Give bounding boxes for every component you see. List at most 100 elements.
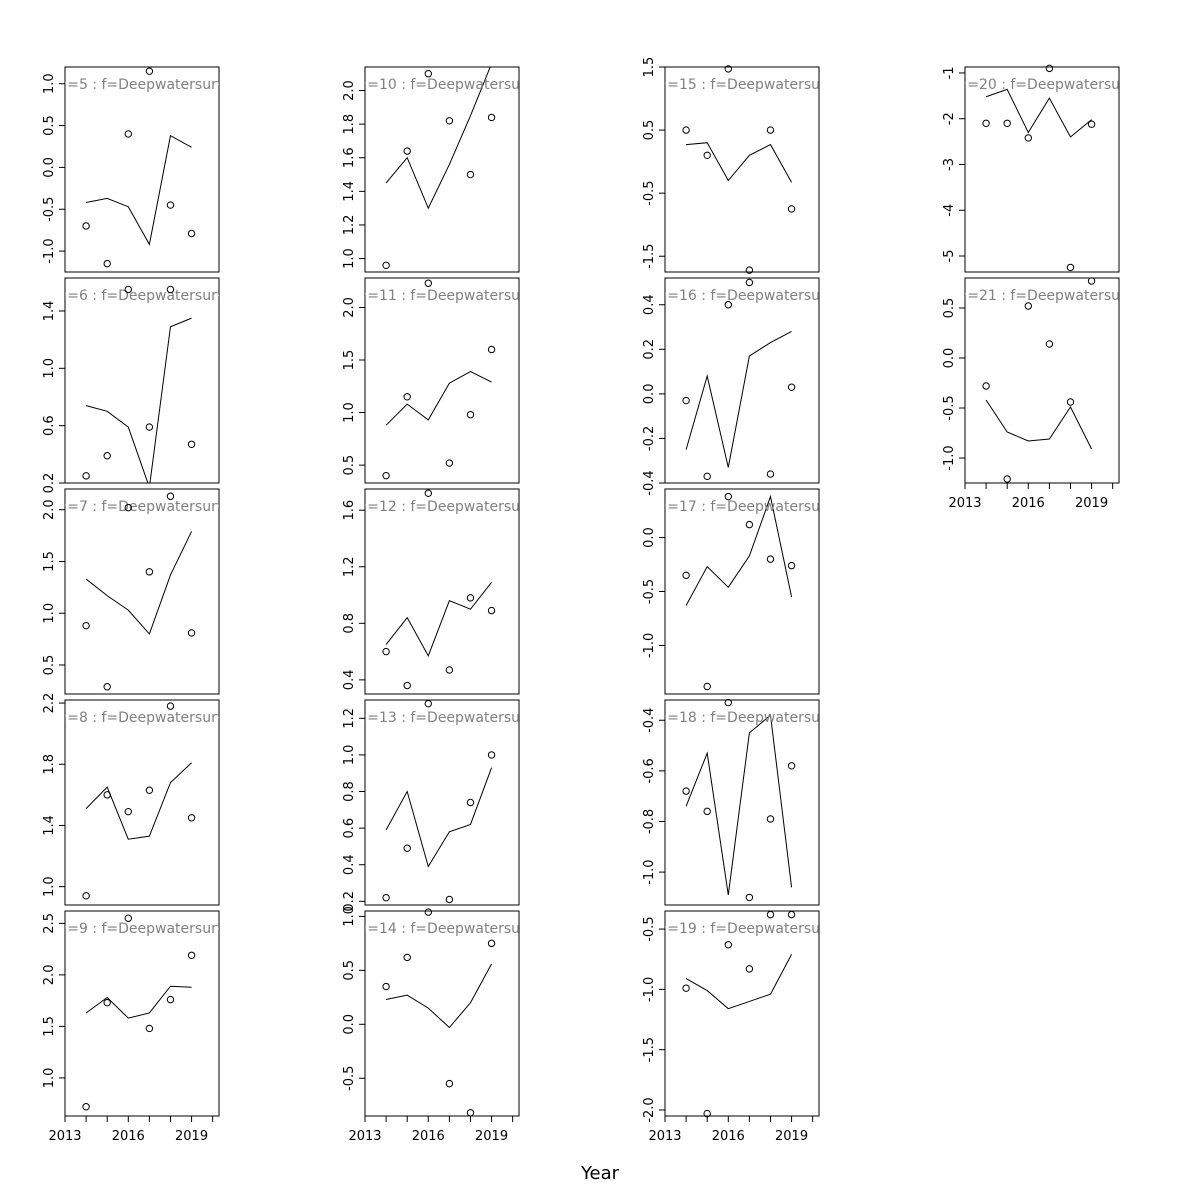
y-tick-label: 2.0 — [342, 297, 357, 318]
y-tick-label: 1.4 — [42, 301, 57, 322]
data-point — [82, 1103, 90, 1111]
data-point — [424, 70, 432, 78]
x-tick-label: 2019 — [1075, 496, 1108, 511]
y-tick-label: -1.0 — [642, 633, 657, 658]
data-point — [124, 503, 132, 512]
data-point — [145, 786, 154, 794]
y-tick-label: 1.0 — [342, 745, 357, 766]
y-tick-label: 0.0 — [342, 1014, 357, 1035]
y-tick-label: -1.0 — [42, 238, 57, 263]
data-point — [745, 278, 754, 287]
panel-data: Area=16 : f=Deepwatersurvey — [665, 288, 819, 468]
panel-13: -1.0 -0.5 0.0 Area=17 : f=Deepwatersurvey — [642, 488, 820, 695]
y-tick-label: 0.5 — [42, 655, 57, 676]
data-point — [682, 396, 690, 405]
data-point — [145, 568, 154, 576]
data-point — [745, 266, 754, 274]
panel-label: Area=10 : f=Deepwatersurvey — [335, 77, 551, 93]
y-tick-label: -0.5 — [942, 395, 957, 420]
y-tick-label: 1.2 — [342, 708, 357, 729]
data-point — [445, 666, 454, 674]
data-point — [1066, 398, 1075, 406]
data-point — [682, 126, 690, 134]
y-tick-label: -0.5 — [642, 579, 657, 604]
data-point — [103, 259, 111, 268]
y-tick-label: 0.4 — [342, 670, 357, 691]
y-tick-label: 0.6 — [342, 818, 357, 839]
data-point — [487, 113, 496, 122]
y-tick-label: 0.2 — [342, 891, 357, 912]
fitted-line — [685, 714, 793, 895]
panel-label: Area=21 : f=Deepwatersurvey — [935, 288, 1151, 304]
data-point — [682, 787, 690, 795]
fitted-line — [385, 370, 492, 426]
panel-data: Area=7 : f=Deepwatersurvey — [65, 499, 219, 635]
y-tick-label: 1.0 — [342, 402, 357, 423]
data-point — [445, 459, 454, 467]
data-point — [1024, 302, 1032, 310]
fitted-line — [685, 331, 792, 468]
panel-frame — [64, 277, 220, 484]
y-tick-label: 1.2 — [342, 556, 357, 577]
data-point — [82, 892, 90, 900]
panel-label: Area=13 : f=Deepwatersurvey — [335, 710, 551, 726]
y-tick-label: 1.0 — [42, 358, 57, 379]
y-tick-label: -0.6 — [642, 758, 657, 783]
panel-label: Area=9 : f=Deepwatersurvey — [35, 921, 242, 937]
y-tick-label: 0.5 — [642, 120, 657, 141]
data-point — [487, 606, 496, 615]
y-tick-label: 0.2 — [642, 339, 657, 360]
panel-frame — [64, 66, 220, 273]
panel-data: Area=17 : f=Deepwatersurvey — [665, 494, 819, 606]
data-point — [682, 571, 690, 580]
panel-data: Area=13 : f=Deepwatersurvey — [335, 710, 551, 868]
data-point — [1087, 277, 1096, 285]
fitted-line — [685, 954, 793, 1010]
panel-data: Area=18 : f=Deepwatersurvey — [665, 710, 819, 895]
y-tick-label: 0.4 — [642, 294, 657, 315]
data-point — [187, 440, 196, 448]
data-point — [724, 65, 732, 73]
y-tick-label: -1.5 — [642, 244, 657, 269]
data-point — [745, 520, 754, 529]
panel-frame — [364, 910, 520, 1117]
data-point — [382, 261, 390, 269]
data-point — [403, 681, 411, 690]
data-point — [682, 984, 690, 992]
panel-frame — [364, 66, 520, 273]
y-tick-label: -1 — [942, 66, 957, 79]
panel-data: Area=19 : f=Deepwatersurvey — [665, 921, 819, 1010]
data-point — [766, 126, 775, 134]
y-tick-label: -0.4 — [642, 470, 657, 495]
y-tick-label: 1.0 — [42, 603, 57, 624]
x-tick-label: 2013 — [648, 1129, 681, 1144]
panel-data: Area=14 : f=Deepwatersurvey — [365, 921, 519, 1029]
panel-label: Area=15 : f=Deepwatersurvey — [635, 77, 851, 93]
data-point — [187, 629, 196, 637]
y-tick-label: 0.2 — [42, 473, 57, 494]
fitted-line — [85, 531, 193, 635]
fitted-line — [686, 142, 793, 183]
y-tick-label: -2.0 — [642, 1097, 657, 1122]
x-tick-label: 2016 — [412, 1129, 445, 1144]
panel-frame — [364, 488, 520, 695]
data-point — [103, 791, 111, 799]
data-point — [166, 995, 175, 1004]
data-point — [745, 965, 754, 973]
fitted-line — [385, 67, 491, 210]
panel-frame — [664, 488, 820, 695]
data-point — [1045, 340, 1054, 348]
panel-frame — [664, 66, 820, 273]
data-point — [145, 1024, 154, 1033]
panel-label: Area=12 : f=Deepwatersurvey — [335, 499, 551, 515]
data-point — [787, 762, 796, 770]
data-point — [166, 492, 175, 500]
